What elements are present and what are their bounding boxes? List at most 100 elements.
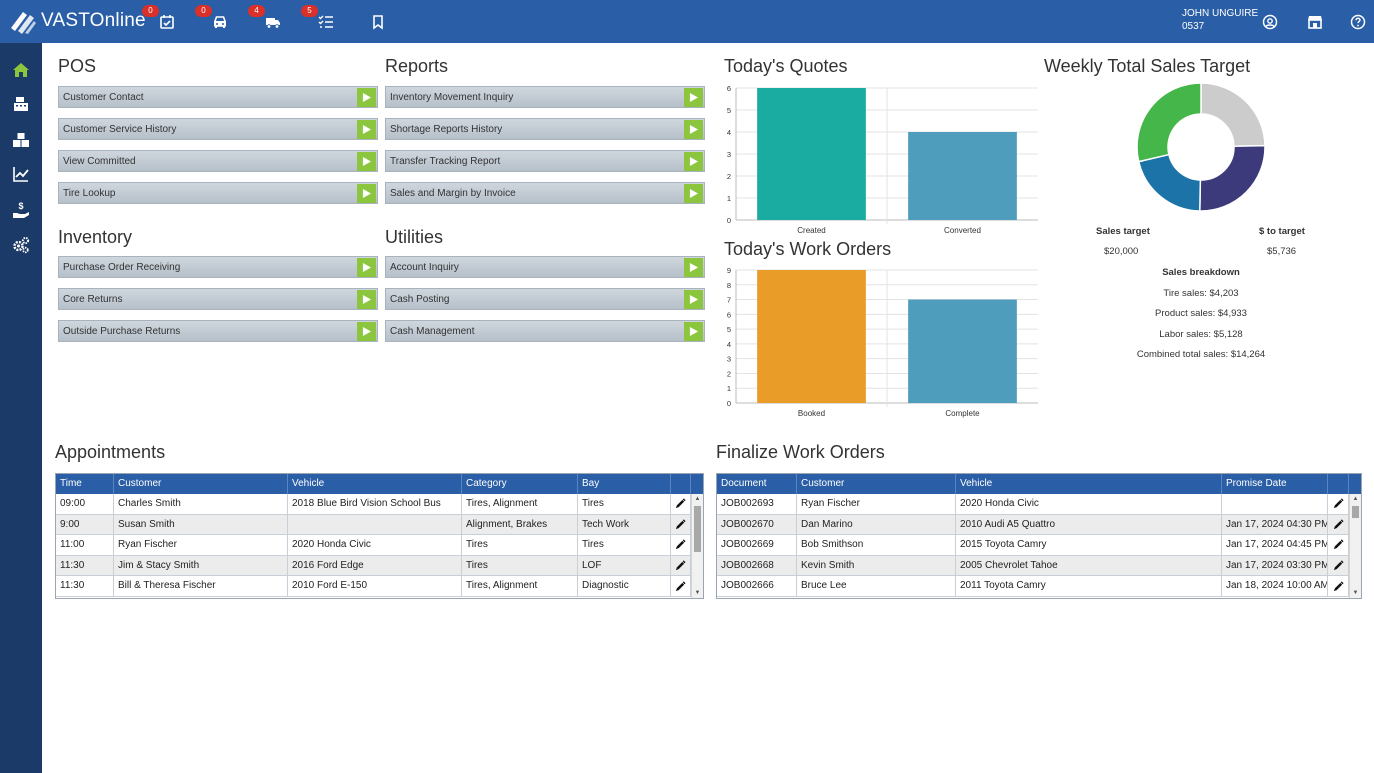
table-row[interactable]: 11:00 Ryan Fischer 2020 Honda Civic Tires Ti… bbox=[56, 535, 691, 556]
column-header-promise-date[interactable]: Promise Date bbox=[1222, 474, 1328, 494]
play-icon[interactable] bbox=[684, 183, 703, 203]
column-header-customer[interactable]: Customer bbox=[114, 474, 288, 494]
table-row[interactable]: 9:00 Susan Smith Alignment, Brakes Tech Wor… bbox=[56, 514, 691, 536]
edit-icon[interactable] bbox=[1328, 535, 1349, 555]
checklist-button[interactable]: 5 bbox=[301, 5, 336, 32]
column-header-customer[interactable]: Customer bbox=[797, 474, 956, 494]
table-cell: Bruce Lee bbox=[797, 576, 956, 596]
pos-item-tire-lookup[interactable]: Tire Lookup bbox=[58, 182, 378, 204]
scroll-thumb[interactable] bbox=[694, 506, 701, 552]
table-cell: 2016 Ford Edge bbox=[288, 555, 462, 576]
edit-icon[interactable] bbox=[1328, 514, 1349, 535]
play-icon[interactable] bbox=[357, 289, 376, 309]
play-icon[interactable] bbox=[684, 257, 703, 277]
store-button[interactable] bbox=[1305, 12, 1325, 32]
edit-icon[interactable] bbox=[1328, 555, 1349, 576]
edit-icon[interactable] bbox=[671, 576, 691, 596]
scroll-up-icon[interactable]: ▲ bbox=[694, 496, 701, 502]
column-header-time[interactable]: Time bbox=[56, 474, 114, 494]
play-icon[interactable] bbox=[684, 151, 703, 171]
table-row[interactable]: 11:30 Bill & Theresa Fischer 2010 Ford E-1… bbox=[56, 576, 691, 597]
sidebar-item-pos[interactable] bbox=[10, 93, 32, 115]
sidebar-item-cash[interactable]: $ bbox=[10, 199, 32, 221]
inventory-item-core-returns[interactable]: Core Returns bbox=[58, 288, 378, 310]
bar-created[interactable] bbox=[757, 88, 866, 220]
reports-item-sales-margin[interactable]: Sales and Margin by Invoice bbox=[385, 182, 705, 204]
table-row[interactable]: JOB002670 Dan Marino 2010 Audi A5 Quattro J… bbox=[717, 514, 1349, 536]
menu-item-label: Inventory Movement Inquiry bbox=[390, 91, 514, 103]
donut-slice-product-sales[interactable] bbox=[1200, 82, 1266, 148]
play-icon[interactable] bbox=[357, 119, 376, 139]
account-button[interactable] bbox=[1260, 12, 1280, 32]
tasks-button[interactable]: 0 bbox=[142, 5, 177, 32]
donut-slice-labor-sales[interactable] bbox=[1199, 144, 1266, 212]
utilities-item-account-inquiry[interactable]: Account Inquiry bbox=[385, 256, 705, 278]
edit-icon[interactable] bbox=[671, 555, 691, 576]
play-icon[interactable] bbox=[357, 183, 376, 203]
pos-item-customer-service-history[interactable]: Customer Service History bbox=[58, 118, 378, 140]
play-icon[interactable] bbox=[684, 87, 703, 107]
bar-converted[interactable] bbox=[908, 132, 1017, 220]
reports-item-shortage-reports[interactable]: Shortage Reports History bbox=[385, 118, 705, 140]
utilities-item-cash-posting[interactable]: Cash Posting bbox=[385, 288, 705, 310]
table-row[interactable]: JOB002668 Kevin Smith 2005 Chevrolet Tahoe… bbox=[717, 555, 1349, 577]
appointments-table: Time Customer Vehicle Category Bay 09:00… bbox=[55, 473, 704, 599]
menu-item-label: Cash Posting bbox=[390, 293, 450, 305]
pos-item-view-committed[interactable]: View Committed bbox=[58, 150, 378, 172]
edit-icon[interactable] bbox=[1328, 494, 1349, 514]
play-icon[interactable] bbox=[357, 257, 376, 277]
reports-item-inventory-movement[interactable]: Inventory Movement Inquiry bbox=[385, 86, 705, 108]
table-cell: Tires, Alignment bbox=[462, 576, 578, 596]
scroll-thumb[interactable] bbox=[1352, 506, 1359, 518]
table-row[interactable]: 11:30 Jim & Stacy Smith 2016 Ford Edge Tire… bbox=[56, 555, 691, 577]
utilities-item-cash-management[interactable]: Cash Management bbox=[385, 320, 705, 342]
pos-item-customer-contact[interactable]: Customer Contact bbox=[58, 86, 378, 108]
table-row[interactable]: JOB002669 Bob Smithson 2015 Toyota Camry Ja… bbox=[717, 535, 1349, 556]
appointments-scrollbar[interactable]: ▲ ▼ bbox=[691, 494, 703, 598]
column-header-category[interactable]: Category bbox=[462, 474, 578, 494]
reports-item-transfer-tracking[interactable]: Transfer Tracking Report bbox=[385, 150, 705, 172]
sidebar-item-settings[interactable] bbox=[10, 234, 32, 256]
column-header-vehicle[interactable]: Vehicle bbox=[956, 474, 1222, 494]
play-icon[interactable] bbox=[684, 289, 703, 309]
play-icon[interactable] bbox=[357, 87, 376, 107]
sidebar-item-home[interactable] bbox=[10, 59, 32, 81]
edit-icon[interactable] bbox=[1328, 576, 1349, 596]
bar-booked[interactable] bbox=[757, 270, 866, 403]
sidebar-item-reports[interactable] bbox=[10, 163, 32, 185]
inventory-item-po-receiving[interactable]: Purchase Order Receiving bbox=[58, 256, 378, 278]
column-header-bay[interactable]: Bay bbox=[578, 474, 671, 494]
help-button[interactable] bbox=[1348, 12, 1368, 32]
bar-complete[interactable] bbox=[908, 299, 1017, 403]
bookmark-button[interactable] bbox=[368, 12, 388, 32]
column-header-edit bbox=[671, 474, 691, 494]
y-tick-label: 5 bbox=[727, 106, 731, 115]
vehicles-button[interactable]: 0 bbox=[195, 5, 230, 32]
brand[interactable]: VASTOnline bbox=[8, 6, 146, 36]
donut-slice-tire-sales[interactable] bbox=[1137, 153, 1202, 212]
table-cell: 2015 Toyota Camry bbox=[956, 535, 1222, 555]
edit-icon[interactable] bbox=[671, 535, 691, 555]
play-icon[interactable] bbox=[357, 151, 376, 171]
finalize-scrollbar[interactable]: ▲ ▼ bbox=[1349, 494, 1361, 598]
donut-slice-to-target[interactable] bbox=[1136, 82, 1202, 163]
table-row[interactable]: JOB002693 Ryan Fischer 2020 Honda Civic bbox=[717, 494, 1349, 515]
table-row[interactable]: JOB002666 Bruce Lee 2011 Toyota Camry Jan 1… bbox=[717, 576, 1349, 597]
boxes-icon bbox=[13, 133, 29, 147]
table-cell: Alignment, Brakes bbox=[462, 514, 578, 535]
column-header-document[interactable]: Document bbox=[717, 474, 797, 494]
table-row[interactable]: 09:00 Charles Smith 2018 Blue Bird Vision … bbox=[56, 494, 691, 515]
scroll-down-icon[interactable]: ▼ bbox=[694, 590, 701, 596]
user-info[interactable]: JOHN UNGUIRE 0537 bbox=[1182, 7, 1258, 33]
edit-icon[interactable] bbox=[671, 494, 691, 514]
inventory-item-outside-returns[interactable]: Outside Purchase Returns bbox=[58, 320, 378, 342]
edit-icon[interactable] bbox=[671, 514, 691, 535]
column-header-vehicle[interactable]: Vehicle bbox=[288, 474, 462, 494]
sidebar-item-inventory[interactable] bbox=[10, 129, 32, 151]
deliveries-button[interactable]: 4 bbox=[248, 5, 283, 32]
play-icon[interactable] bbox=[684, 321, 703, 341]
play-icon[interactable] bbox=[357, 321, 376, 341]
scroll-up-icon[interactable]: ▲ bbox=[1352, 496, 1359, 502]
play-icon[interactable] bbox=[684, 119, 703, 139]
scroll-down-icon[interactable]: ▼ bbox=[1352, 590, 1359, 596]
